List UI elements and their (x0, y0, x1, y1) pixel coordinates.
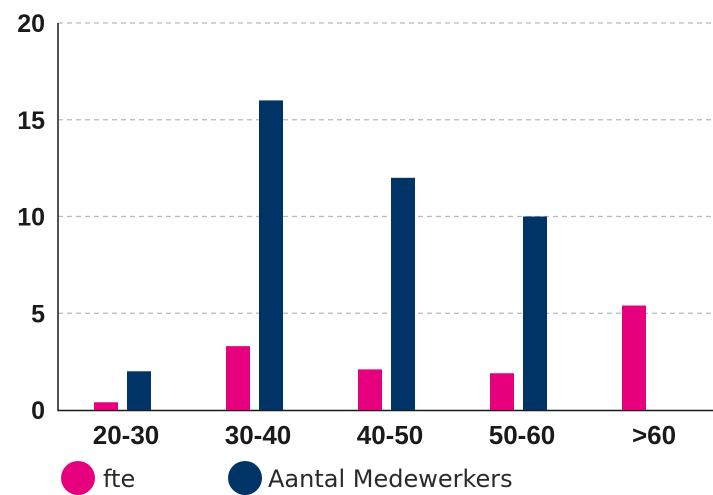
bar-aantal-medewerkers-2030 (127, 371, 151, 410)
y-tick-labels: 0 5 10 15 20 (17, 10, 45, 425)
x-tick-label: 50-60 (489, 420, 556, 450)
x-tick-label: 40-50 (357, 420, 424, 450)
x-tick-label: 30-40 (225, 420, 292, 450)
legend-item-aantal-medewerkers: Aantal Medewerkers (228, 461, 513, 495)
bar-fte-4050 (358, 369, 382, 410)
bar-aantal-medewerkers-4050 (391, 177, 415, 410)
y-tick-label: 0 (31, 397, 45, 425)
x-tick-labels: 20-30 30-40 40-50 50-60 >60 (93, 420, 676, 450)
bar-fte-60 (622, 305, 646, 410)
bar-aantal-medewerkers-3040 (259, 100, 283, 411)
legend-label-fte: fte (103, 465, 135, 493)
bar-fte-2030 (94, 402, 118, 410)
legend-item-fte: fte (61, 461, 135, 495)
y-tick-label: 15 (17, 107, 45, 135)
bars (94, 100, 646, 411)
bar-fte-5060 (490, 373, 514, 410)
y-tick-label: 10 (17, 204, 45, 232)
y-tick-label: 20 (17, 10, 45, 38)
grid-lines (58, 22, 713, 314)
bar-aantal-medewerkers-5060 (523, 216, 547, 410)
legend-swatch-aantal-medewerkers (228, 461, 262, 495)
bar-fte-3040 (226, 346, 250, 410)
x-tick-label: 20-30 (93, 420, 160, 450)
legend-swatch-fte (61, 461, 95, 495)
y-tick-label: 5 (31, 300, 45, 328)
legend: fte Aantal Medewerkers (61, 461, 513, 495)
legend-label-aantal-medewerkers: Aantal Medewerkers (268, 465, 513, 493)
x-tick-label: >60 (632, 420, 676, 450)
